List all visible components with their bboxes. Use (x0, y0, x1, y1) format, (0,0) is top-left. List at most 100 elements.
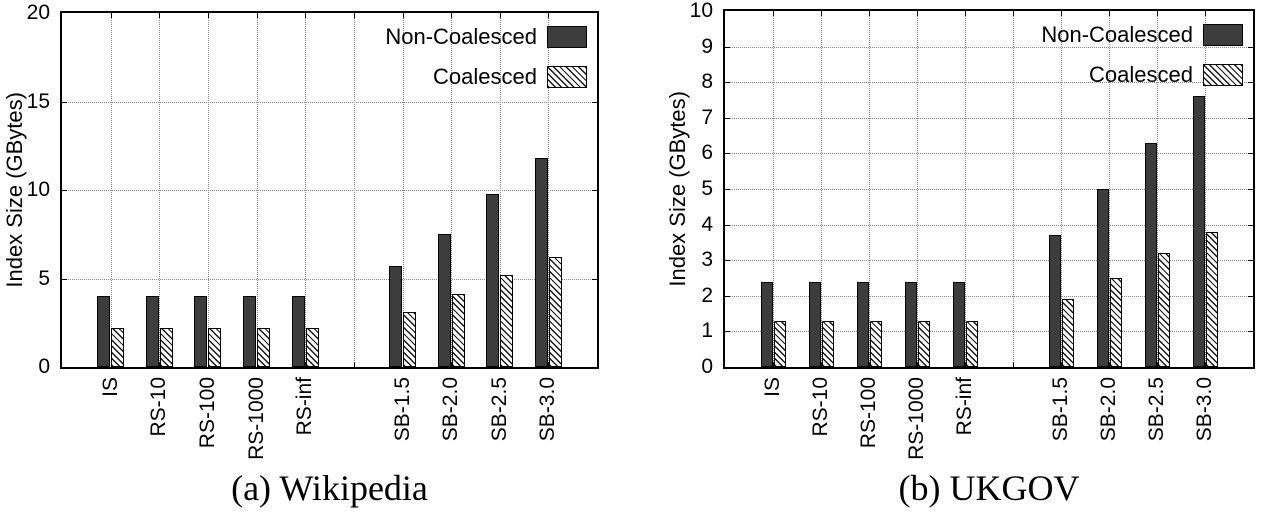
y-tick-label: 20 (26, 1, 50, 24)
y-tick-mark (725, 189, 730, 190)
gridline-vertical (451, 13, 453, 367)
x-tick-mark (1205, 362, 1206, 367)
x-tick-mark (1205, 11, 1206, 16)
bar-solid-SB-2.5 (1144, 142, 1157, 367)
x-tick-label-text: RS-10 (809, 377, 832, 437)
y-tick-label: 10 (689, 0, 713, 22)
bar-hatched-IS (773, 320, 786, 367)
legend-row-non-coalesced: Non-Coalesced (385, 25, 587, 49)
gridline-horizontal (725, 153, 1253, 155)
gridline-horizontal (62, 101, 597, 103)
plot-area (60, 11, 599, 369)
bar-solid-RS-inf (291, 296, 305, 367)
x-tick-mark (159, 362, 161, 367)
x-tick-label: RS-100 (856, 377, 882, 448)
y-tick-label: 15 (26, 89, 50, 113)
x-tick-label: SB-2.0 (1096, 377, 1122, 441)
bar-solid-SB-3.0 (534, 158, 548, 367)
bar-solid-RS-1000 (904, 281, 917, 367)
gridline-vertical (548, 13, 550, 367)
x-tick-mark (305, 362, 307, 367)
x-tick-mark (256, 362, 258, 367)
x-tick-mark (773, 362, 774, 367)
x-tick-mark (110, 362, 112, 367)
y-tick-label: 0 (38, 355, 50, 378)
y-tick-mark (1248, 189, 1253, 190)
x-tick-label: RS-1000 (904, 377, 930, 460)
y-tick-label: 9 (701, 34, 713, 58)
x-tick-mark (305, 13, 307, 18)
gridline-vertical (402, 13, 404, 367)
gridline-vertical (917, 11, 918, 367)
x-tick-label: IS (760, 377, 786, 397)
bar-hatched-RS-100 (869, 320, 882, 367)
x-tick-mark (256, 13, 258, 18)
gridline-vertical (305, 13, 307, 367)
y-tick-mark (725, 82, 730, 84)
x-tick-mark (159, 13, 161, 18)
y-tick-mark (725, 260, 730, 262)
bar-hatched-RS-inf (965, 320, 978, 367)
gridline-horizontal (62, 190, 597, 191)
gridline-vertical (499, 13, 501, 367)
gridline-vertical (1109, 11, 1110, 367)
legend-swatch-solid (1203, 24, 1243, 46)
x-tick-mark (402, 362, 404, 367)
gridline-vertical (207, 13, 209, 367)
x-tick-mark (821, 11, 822, 16)
x-tick-label-text: RS-inf (953, 377, 976, 436)
legend-row-non-coalesced: Non-Coalesced (1041, 23, 1243, 47)
y-tick-mark (1248, 82, 1253, 84)
x-tick-label: RS-10 (808, 377, 834, 437)
x-tick-mark (353, 362, 355, 367)
gridline-vertical (110, 13, 112, 367)
bar-hatched-RS-10 (821, 320, 834, 367)
x-tick-mark (917, 362, 918, 367)
x-tick-mark (1013, 11, 1014, 16)
bar-hatched-SB-2.5 (500, 275, 514, 367)
x-tick-label-text: SB-2.0 (1097, 377, 1120, 442)
gridline-horizontal (725, 260, 1253, 262)
x-tick-mark (451, 13, 453, 18)
x-tick-mark (869, 11, 870, 16)
gridline-vertical (773, 11, 774, 367)
gridline-horizontal (725, 295, 1253, 297)
bar-solid-SB-1.5 (1048, 235, 1061, 367)
x-tick-mark (1157, 362, 1158, 367)
bar-solid-SB-3.0 (1192, 96, 1205, 367)
y-tick-mark (725, 117, 730, 119)
x-tick-mark (451, 362, 453, 367)
y-tick-label: 1 (701, 319, 713, 343)
y-tick-mark (725, 224, 730, 226)
y-tick-mark (592, 190, 597, 191)
y-tick-label: 3 (701, 248, 713, 272)
bar-hatched-SB-2.0 (451, 294, 465, 367)
x-tick-mark (548, 362, 550, 367)
y-tick-mark (62, 278, 67, 280)
bar-hatched-SB-1.5 (403, 312, 416, 367)
legend-row-coalesced: Coalesced (433, 65, 587, 89)
y-tick-mark (1248, 46, 1253, 48)
gridline-horizontal (725, 82, 1253, 84)
x-tick-mark (353, 13, 355, 18)
legend-label-coalesced: Coalesced (1089, 62, 1193, 87)
x-tick-mark (207, 362, 209, 367)
gridline-vertical (159, 13, 161, 367)
bar-solid-SB-1.5 (389, 266, 402, 367)
bar-solid-IS (97, 296, 111, 367)
bar-solid-RS-10 (145, 296, 159, 367)
bar-hatched-RS-1000 (257, 328, 270, 367)
x-tick-mark (917, 11, 918, 16)
bar-hatched-SB-3.0 (1205, 231, 1218, 367)
gridline-vertical (965, 11, 966, 367)
bar-solid-RS-inf (952, 281, 965, 367)
gridline-vertical (821, 11, 822, 367)
x-tick-mark (1157, 11, 1158, 16)
bar-hatched-RS-100 (208, 328, 222, 367)
y-tick-mark (1248, 260, 1253, 262)
y-tick-mark (725, 295, 730, 297)
y-tick-mark (1248, 295, 1253, 297)
y-tick-label: 4 (701, 212, 713, 236)
